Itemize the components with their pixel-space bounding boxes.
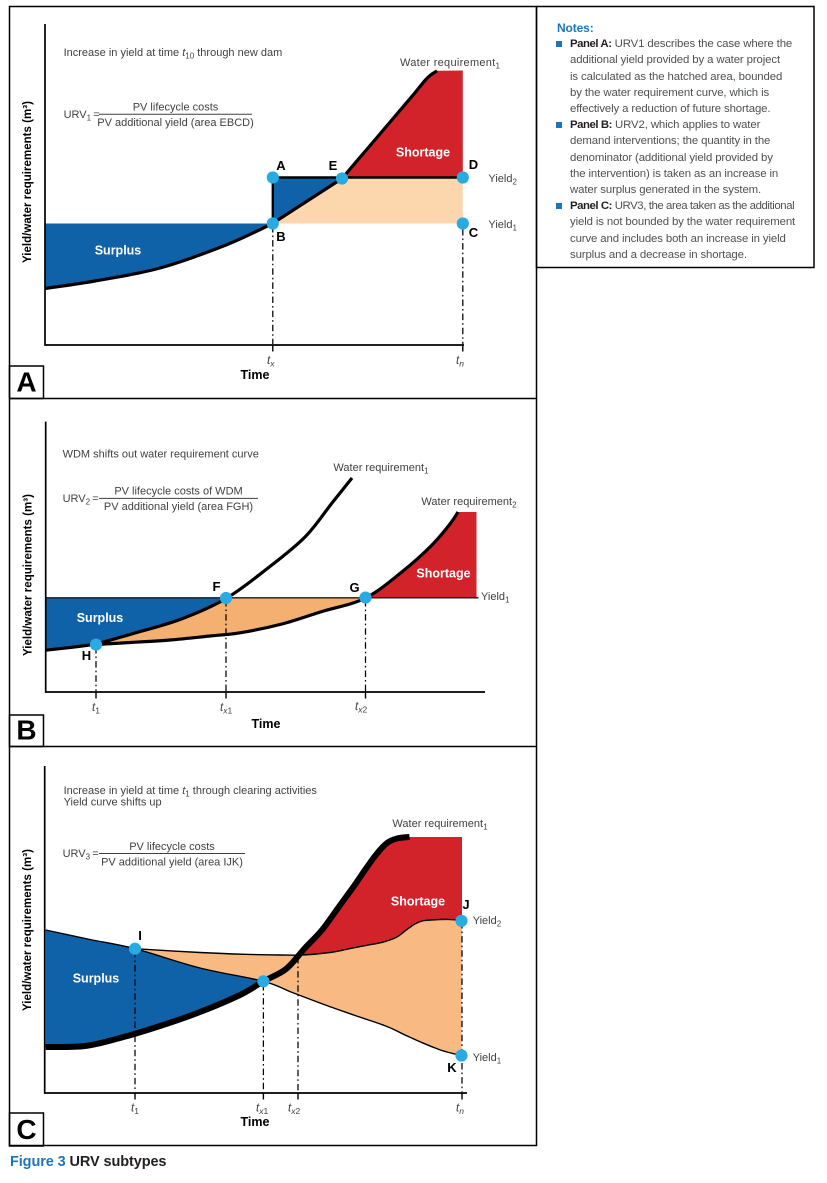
svg-text:tx1: tx1 bbox=[256, 1103, 268, 1117]
svg-text:I: I bbox=[138, 928, 142, 943]
svg-text:Water requirement1: Water requirement1 bbox=[392, 818, 488, 832]
svg-text:B: B bbox=[16, 715, 36, 746]
svg-text:Yield/water requirements (m³): Yield/water requirements (m³) bbox=[22, 101, 34, 263]
svg-text:Increase in yield at time t10: Increase in yield at time t10 through ne… bbox=[64, 47, 283, 61]
svg-text:tx2: tx2 bbox=[288, 1103, 300, 1117]
svg-text:WDM shifts out water requireme: WDM shifts out water requirement curve bbox=[63, 449, 259, 461]
svg-text:Yield2: Yield2 bbox=[473, 915, 502, 929]
svg-text:Shortage: Shortage bbox=[391, 895, 445, 909]
svg-text:PV additional yield (area IJK): PV additional yield (area IJK) bbox=[101, 856, 243, 868]
svg-text:PV lifecycle costs: PV lifecycle costs bbox=[133, 102, 219, 114]
svg-text:Water requirement1: Water requirement1 bbox=[333, 462, 429, 476]
svg-text:PV additional yield (area FGH): PV additional yield (area FGH) bbox=[104, 501, 253, 513]
svg-text:C: C bbox=[16, 1114, 36, 1145]
svg-text:tx: tx bbox=[267, 355, 275, 369]
svg-text:Time: Time bbox=[252, 717, 281, 731]
svg-text:tx2: tx2 bbox=[355, 701, 367, 715]
svg-text:URV1 =: URV1 = bbox=[64, 109, 100, 123]
svg-text:Yield/water requirements (m³): Yield/water requirements (m³) bbox=[23, 494, 35, 656]
svg-text:Yield curve shifts up: Yield curve shifts up bbox=[64, 797, 162, 809]
svg-text:H: H bbox=[82, 648, 91, 663]
svg-text:K: K bbox=[447, 1060, 457, 1075]
svg-text:Time: Time bbox=[241, 1115, 270, 1129]
svg-text:Water requirement2: Water requirement2 bbox=[421, 496, 517, 510]
svg-text:Increase in yield at time t1 t: Increase in yield at time t1 through cle… bbox=[64, 785, 318, 799]
svg-text:tn: tn bbox=[456, 355, 464, 369]
svg-text:Yield/water requirements (m³): Yield/water requirements (m³) bbox=[22, 849, 34, 1011]
svg-text:Yield1: Yield1 bbox=[488, 219, 517, 233]
svg-text:Surplus: Surplus bbox=[95, 244, 142, 258]
svg-text:Yield1: Yield1 bbox=[473, 1052, 502, 1066]
svg-text:t1: t1 bbox=[92, 702, 100, 716]
svg-text:B: B bbox=[276, 229, 285, 244]
svg-text:C: C bbox=[469, 225, 479, 240]
svg-text:URV3 =: URV3 = bbox=[63, 848, 99, 862]
svg-text:E: E bbox=[329, 158, 338, 173]
svg-text:F: F bbox=[213, 579, 221, 594]
svg-text:PV additional yield (area EBCD: PV additional yield (area EBCD) bbox=[97, 117, 254, 129]
svg-text:Yield1: Yield1 bbox=[481, 591, 510, 605]
svg-text:A: A bbox=[16, 367, 36, 398]
svg-text:G: G bbox=[349, 580, 359, 595]
svg-text:A: A bbox=[276, 158, 286, 173]
svg-text:Surplus: Surplus bbox=[77, 611, 124, 625]
svg-text:Time: Time bbox=[241, 368, 270, 382]
svg-text:t1: t1 bbox=[131, 1103, 139, 1117]
svg-text:tx1: tx1 bbox=[220, 702, 232, 716]
svg-text:Water requirement1: Water requirement1 bbox=[400, 57, 501, 71]
svg-text:tn: tn bbox=[456, 1103, 464, 1117]
svg-text:Yield2: Yield2 bbox=[488, 173, 517, 187]
svg-text:PV lifecycle costs of WDM: PV lifecycle costs of WDM bbox=[114, 486, 242, 498]
svg-text:Shortage: Shortage bbox=[396, 146, 450, 160]
svg-text:URV2 =: URV2 = bbox=[63, 493, 99, 507]
svg-text:Shortage: Shortage bbox=[416, 567, 470, 581]
svg-text:J: J bbox=[462, 897, 469, 912]
svg-text:D: D bbox=[469, 157, 478, 172]
svg-text:Surplus: Surplus bbox=[73, 972, 120, 986]
svg-text:PV lifecycle costs: PV lifecycle costs bbox=[129, 841, 215, 853]
